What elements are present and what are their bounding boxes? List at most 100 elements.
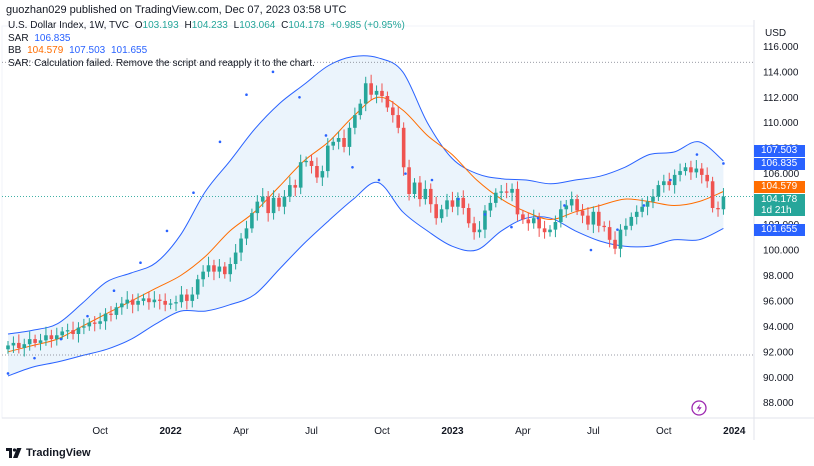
candle xyxy=(651,189,655,209)
x-tick-label: Jul xyxy=(305,426,318,437)
candle xyxy=(607,220,612,248)
x-tick-label: 2023 xyxy=(441,426,464,437)
x-tick-label: Oct xyxy=(374,426,390,437)
sar-dot xyxy=(33,356,36,360)
candle xyxy=(60,327,64,340)
y-tick-label: 88.000 xyxy=(763,398,794,409)
candle xyxy=(672,169,677,194)
y-tick-label: 114.000 xyxy=(763,67,799,78)
candle xyxy=(206,256,211,278)
candle xyxy=(255,195,260,221)
bb-lower-value: 101.655 xyxy=(111,45,148,56)
candle xyxy=(683,162,688,176)
candle xyxy=(618,224,623,258)
lightning-icon[interactable] xyxy=(691,400,707,416)
candle xyxy=(201,265,205,287)
sar-dot xyxy=(669,178,672,182)
candle xyxy=(710,176,715,213)
candle xyxy=(82,318,86,335)
candle xyxy=(531,209,536,229)
bb-upper-line xyxy=(7,55,724,335)
candle xyxy=(374,85,379,104)
candle xyxy=(580,204,585,224)
sar-dot xyxy=(616,228,619,231)
sar-dot xyxy=(483,213,487,216)
y-tick-label: 94.000 xyxy=(763,322,794,333)
candle xyxy=(721,188,726,215)
candle xyxy=(363,76,368,112)
candle xyxy=(109,306,113,322)
candle xyxy=(396,106,401,134)
candle xyxy=(477,221,482,238)
sar-dot xyxy=(563,204,566,207)
sar-dot xyxy=(377,178,381,182)
candle xyxy=(385,91,390,112)
candle xyxy=(515,181,520,221)
candle xyxy=(152,291,157,308)
candle xyxy=(17,334,21,354)
ohlc-close: 104.178 xyxy=(288,20,325,31)
candle xyxy=(423,180,428,205)
sar-dot xyxy=(536,216,540,220)
candle xyxy=(260,188,265,208)
candle xyxy=(239,233,243,262)
candle xyxy=(217,259,222,279)
candle xyxy=(130,294,135,314)
candle xyxy=(347,122,352,156)
candle xyxy=(163,293,167,312)
candle xyxy=(591,206,596,234)
bb-row[interactable]: BB 104.579 107.503 101.655 xyxy=(8,45,405,58)
bb-basis-tag: 104.579 xyxy=(754,181,805,193)
candle xyxy=(624,218,628,237)
candle xyxy=(472,216,476,240)
publisher-header: guozhan029 published on TradingView.com,… xyxy=(6,4,347,16)
y-tick-label: 110.000 xyxy=(763,118,799,129)
candle xyxy=(136,293,140,312)
candle xyxy=(542,220,547,239)
currency-label: USD xyxy=(765,28,786,39)
candle xyxy=(266,191,270,222)
candle xyxy=(6,341,10,354)
candle xyxy=(634,205,639,225)
ohlc-change: +0.985 (+0.95%) xyxy=(330,20,405,31)
candle xyxy=(526,212,531,231)
candle xyxy=(358,99,363,120)
tradingview-logo-icon xyxy=(6,448,22,458)
sar-dot xyxy=(430,178,434,182)
sar-dot xyxy=(112,289,116,293)
candle xyxy=(401,122,406,176)
candle xyxy=(510,183,514,202)
candle xyxy=(483,205,487,239)
candle xyxy=(304,156,308,167)
sar-dot xyxy=(642,204,646,207)
candle xyxy=(369,74,373,101)
candle xyxy=(716,201,720,217)
sar-dot xyxy=(192,191,195,195)
sar-dot xyxy=(324,134,328,137)
ohlc-open: 103.193 xyxy=(142,20,179,31)
candle xyxy=(602,221,606,232)
y-tick-label: 112.000 xyxy=(763,93,799,104)
candle xyxy=(629,212,634,231)
candle xyxy=(656,180,661,201)
sar-row[interactable]: SAR 106.835 xyxy=(8,33,405,46)
symbol-row: U.S. Dollar Index, 1W, TVC O103.193 H104… xyxy=(8,20,405,33)
bb-label: BB xyxy=(8,45,22,56)
sar-dot xyxy=(298,95,301,99)
tradingview-footer[interactable]: TradingView xyxy=(6,447,91,459)
candle xyxy=(212,259,216,281)
candle xyxy=(65,323,70,339)
candle xyxy=(71,321,75,340)
bar-countdown-tag: 1d 21h xyxy=(754,205,805,216)
sar-error-message: SAR: Calculation failed. Remove the scri… xyxy=(8,57,315,69)
candle xyxy=(147,291,151,310)
sar-tag: 106.835 xyxy=(754,158,805,170)
candle xyxy=(689,160,693,180)
candle xyxy=(38,333,43,351)
sar-dot xyxy=(457,197,460,201)
candle xyxy=(645,196,650,216)
candle xyxy=(141,293,146,306)
y-tick-label: 90.000 xyxy=(763,373,794,384)
candle xyxy=(456,192,460,216)
